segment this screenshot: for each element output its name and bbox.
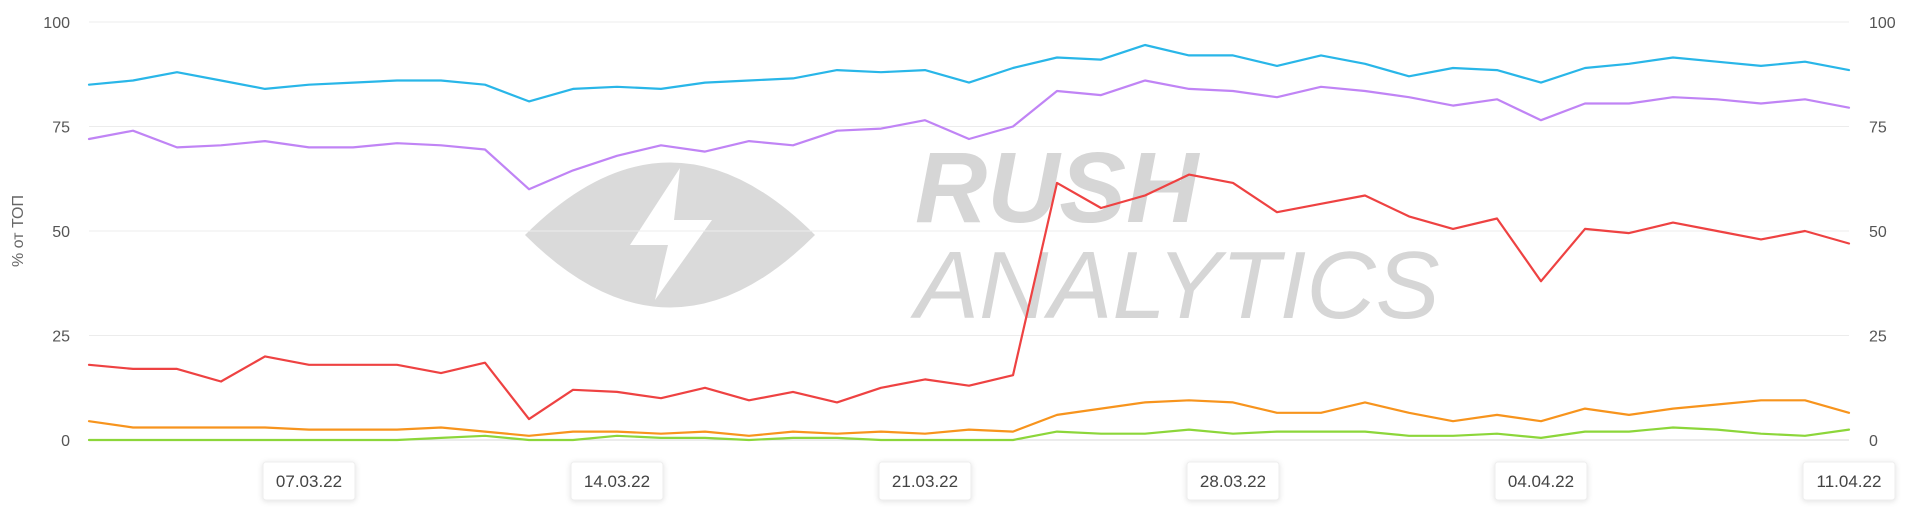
x-tick-label: 07.03.22 [276,472,342,491]
y-tick-label: 25 [52,329,70,346]
x-tick-label: 14.03.22 [584,472,650,491]
y-tick-label: 75 [52,120,70,137]
y-tick-label: 100 [43,15,70,32]
y-tick-label-right: 100 [1869,15,1896,32]
series-line-3 [87,173,1851,421]
series-line-1 [87,43,1851,103]
x-tick-label: 11.04.22 [1817,472,1882,491]
x-tick-label-box [1802,461,1896,501]
x-tick-label-box [262,461,356,501]
y-axis-left: 0 25 50 75 100 [43,15,70,450]
y-tick-label-right: 0 [1869,433,1878,450]
series-line-4 [87,399,1851,437]
x-tick-label: 28.03.22 [1200,472,1266,491]
series-line-2 [87,79,1851,191]
y-tick-label: 0 [61,433,70,450]
y-axis-label: % от ТОП [10,195,27,267]
series-line-5 [87,426,1851,442]
x-tick-label-box [878,461,972,501]
x-tick-label-box [570,461,664,501]
y-axis-right: 0 25 50 75 100 [1869,15,1896,450]
y-tick-label-right: 75 [1869,120,1887,137]
x-tick-label-box [1186,461,1280,501]
rush-analytics-watermark: RUSH ANALYTICS [525,132,1440,339]
x-tick-label: 21.03.22 [892,472,958,491]
series-lines [87,43,1851,442]
watermark-line1: RUSH [915,132,1200,244]
x-tick-label: 04.04.22 [1508,472,1574,491]
x-tick-label-box [1494,461,1588,501]
y-tick-label-right: 50 [1869,224,1887,241]
y-tick-label: 50 [52,224,70,241]
y-tick-label-right: 25 [1869,329,1887,346]
grid-lines [89,21,1849,441]
watermark-lightning-icon [630,168,712,300]
watermark-line2: ANALYTICS [910,232,1440,339]
x-axis: 07.03.22 14.03.22 21.03.22 28.03.22 04.04.22… [262,461,1896,501]
